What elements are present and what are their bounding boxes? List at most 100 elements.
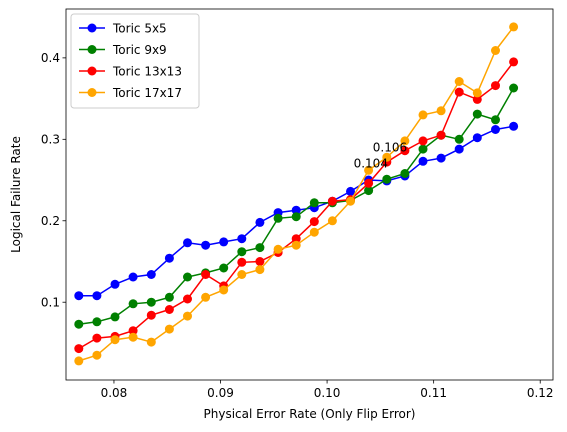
- data-point: [74, 344, 83, 353]
- data-point: [437, 154, 446, 163]
- x-tick-label: 0.08: [101, 386, 128, 400]
- annotation-label: 0.106: [373, 141, 407, 155]
- data-point: [328, 197, 337, 206]
- data-point: [219, 264, 228, 273]
- data-point: [255, 257, 264, 266]
- data-point: [219, 286, 228, 295]
- data-point: [437, 131, 446, 140]
- data-point: [237, 234, 246, 243]
- data-point: [129, 333, 138, 342]
- data-point: [491, 81, 500, 90]
- data-point: [473, 88, 482, 97]
- legend-marker: [88, 24, 97, 33]
- data-point: [419, 110, 428, 119]
- data-point: [419, 157, 428, 166]
- data-point: [165, 254, 174, 263]
- data-point: [310, 198, 319, 207]
- data-point: [165, 305, 174, 314]
- data-point: [419, 136, 428, 145]
- data-point: [509, 57, 518, 66]
- data-point: [183, 238, 192, 247]
- data-point: [400, 169, 409, 178]
- legend: Toric 5x5 Toric 9x9 Toric 13x13 Toric 17x17: [71, 14, 199, 108]
- data-point: [310, 217, 319, 226]
- legend-marker: [88, 67, 97, 76]
- data-point: [509, 22, 518, 31]
- legend-label: Toric 13x13: [112, 64, 182, 78]
- data-point: [201, 241, 210, 250]
- data-point: [509, 84, 518, 93]
- data-point: [292, 212, 301, 221]
- data-point: [274, 214, 283, 223]
- data-point: [237, 247, 246, 256]
- legend-label: Toric 5x5: [112, 21, 167, 35]
- data-point: [491, 115, 500, 124]
- data-point: [129, 273, 138, 282]
- data-point: [147, 270, 156, 279]
- data-point: [292, 241, 301, 250]
- data-point: [491, 125, 500, 134]
- data-point: [147, 338, 156, 347]
- data-point: [147, 311, 156, 320]
- data-point: [255, 243, 264, 252]
- data-point: [183, 312, 192, 321]
- data-point: [473, 110, 482, 119]
- data-point: [165, 293, 174, 302]
- y-axis-ticks: 0.1 0.2 0.3 0.4: [41, 51, 66, 309]
- data-point: [328, 216, 337, 225]
- data-point: [509, 122, 518, 131]
- y-tick-label: 0.3: [41, 133, 60, 147]
- data-point: [111, 280, 120, 289]
- annotation-label: 0.104: [354, 157, 388, 171]
- data-point: [111, 312, 120, 321]
- data-point: [111, 335, 120, 344]
- y-tick-label: 0.4: [41, 51, 60, 65]
- data-point: [255, 265, 264, 274]
- data-point: [310, 228, 319, 237]
- data-point: [255, 218, 264, 227]
- data-point: [74, 291, 83, 300]
- data-point: [473, 133, 482, 142]
- data-point: [237, 270, 246, 279]
- data-point: [147, 298, 156, 307]
- series-toric-5x5: [74, 122, 518, 300]
- data-point: [346, 197, 355, 206]
- data-point: [237, 258, 246, 267]
- data-point: [455, 77, 464, 86]
- data-point: [437, 106, 446, 115]
- data-point: [201, 293, 210, 302]
- data-point: [92, 334, 101, 343]
- data-point: [491, 46, 500, 55]
- data-point: [92, 317, 101, 326]
- annotations: 0.106 0.104: [354, 141, 408, 171]
- x-tick-label: 0.11: [420, 386, 447, 400]
- data-point: [455, 145, 464, 154]
- data-point: [455, 135, 464, 144]
- data-point: [92, 291, 101, 300]
- data-point: [183, 295, 192, 304]
- data-point: [382, 175, 391, 184]
- data-point: [455, 88, 464, 97]
- legend-marker: [88, 45, 97, 54]
- x-tick-label: 0.12: [527, 386, 554, 400]
- data-point: [165, 325, 174, 334]
- y-tick-label: 0.1: [41, 296, 60, 310]
- x-tick-label: 0.09: [207, 386, 234, 400]
- data-point: [129, 299, 138, 308]
- x-tick-label: 0.10: [314, 386, 341, 400]
- data-point: [92, 351, 101, 360]
- data-point: [219, 237, 228, 246]
- data-point: [183, 273, 192, 282]
- legend-label: Toric 17x17: [112, 86, 182, 100]
- data-point: [74, 356, 83, 365]
- x-axis-ticks: 0.08 0.09 0.10 0.11 0.12: [101, 380, 554, 400]
- x-axis-label: Physical Error Rate (Only Flip Error): [204, 407, 416, 421]
- y-tick-label: 0.2: [41, 214, 60, 228]
- legend-marker: [88, 88, 97, 97]
- legend-label: Toric 9x9: [112, 43, 167, 57]
- data-point: [74, 320, 83, 329]
- data-point: [274, 245, 283, 254]
- data-point: [201, 270, 210, 279]
- data-point: [419, 145, 428, 154]
